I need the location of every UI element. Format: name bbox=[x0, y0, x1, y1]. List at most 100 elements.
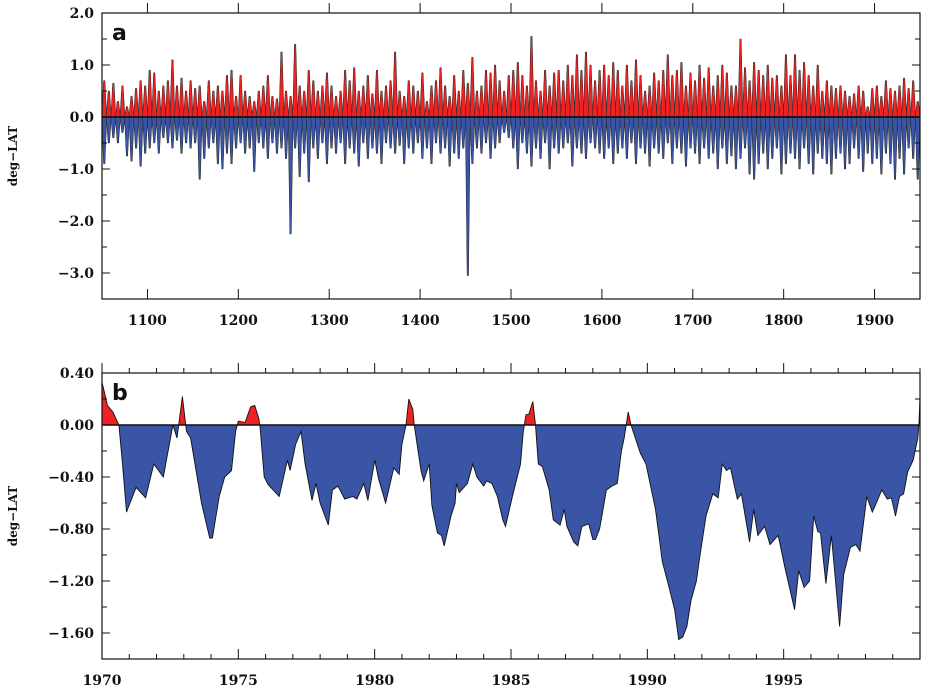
positive-bar bbox=[601, 64, 607, 118]
positive-bar bbox=[378, 90, 385, 118]
positive-bar bbox=[669, 75, 676, 118]
negative-bar bbox=[883, 116, 889, 154]
positive-bar bbox=[901, 77, 907, 118]
positive-bar bbox=[483, 69, 489, 118]
negative-bar bbox=[669, 116, 676, 165]
negative-bar bbox=[842, 116, 848, 170]
negative-bar bbox=[455, 116, 462, 159]
positive-bar bbox=[383, 85, 389, 118]
positive-bar bbox=[210, 90, 217, 118]
series-line bbox=[101, 381, 921, 641]
positive-bar bbox=[824, 80, 830, 118]
positive-bar bbox=[469, 56, 476, 118]
negative-bar bbox=[510, 116, 517, 149]
negative-bar bbox=[360, 116, 367, 144]
positive-bar bbox=[133, 88, 139, 118]
negative-bar bbox=[896, 116, 903, 159]
positive-bar bbox=[242, 90, 248, 118]
negative-bar bbox=[637, 116, 644, 149]
negative-bar bbox=[705, 116, 712, 159]
negative-bar bbox=[733, 116, 739, 170]
positive-bar bbox=[196, 85, 203, 118]
negative-bar bbox=[233, 116, 239, 149]
positive-bar bbox=[465, 82, 471, 118]
positive-bar bbox=[306, 69, 312, 118]
negative-bar bbox=[692, 116, 698, 154]
positive-bar bbox=[528, 36, 535, 118]
positive-bar bbox=[446, 95, 453, 118]
positive-bar bbox=[646, 85, 653, 118]
series-positive bbox=[101, 36, 921, 118]
positive-bar bbox=[655, 80, 662, 118]
negative-bar bbox=[519, 116, 526, 144]
negative-bar bbox=[110, 116, 117, 139]
negative-bar bbox=[787, 116, 794, 154]
negative-bar bbox=[119, 116, 126, 133]
positive-bar bbox=[310, 80, 317, 118]
negative-bar bbox=[196, 116, 203, 180]
negative-bar bbox=[206, 116, 212, 149]
positive-bar bbox=[569, 75, 576, 118]
positive-bar bbox=[360, 85, 367, 118]
negative-bar bbox=[396, 116, 403, 146]
positive-bar bbox=[860, 90, 866, 118]
negative-bar bbox=[228, 116, 235, 165]
positive-bar bbox=[887, 88, 894, 118]
positive-bar bbox=[128, 95, 135, 118]
negative-bar bbox=[156, 116, 162, 154]
x-tick-label: 1900 bbox=[855, 313, 894, 329]
negative-bar bbox=[283, 116, 289, 159]
positive-bar bbox=[751, 62, 757, 118]
negative-bar bbox=[615, 116, 621, 154]
panel-b: 0.40 0.00 −0.40 −0.80 −1.20 −1.60 1970 1975 1980… bbox=[6, 363, 921, 689]
positive-bar bbox=[674, 69, 680, 118]
negative-bar bbox=[901, 116, 907, 175]
negative-bar bbox=[778, 116, 785, 175]
positive-bar bbox=[583, 51, 589, 118]
x-tick-label: 1800 bbox=[764, 313, 803, 329]
negative-bar bbox=[419, 116, 426, 159]
positive-bar bbox=[705, 67, 712, 118]
negative-bar bbox=[910, 116, 916, 159]
positive-bar bbox=[405, 80, 412, 118]
negative-bar bbox=[437, 116, 444, 154]
positive-bar bbox=[687, 72, 694, 118]
positive-bar bbox=[665, 54, 671, 118]
positive-bar bbox=[769, 77, 776, 118]
x-tick-label: 1975 bbox=[219, 673, 258, 689]
panel-label: b bbox=[112, 381, 128, 406]
negative-bar bbox=[451, 116, 457, 154]
positive-bar bbox=[574, 54, 580, 118]
negative-bar bbox=[642, 116, 648, 154]
negative-bar bbox=[410, 116, 417, 154]
positive-bar bbox=[324, 72, 330, 118]
plot-frame bbox=[101, 12, 921, 300]
positive-bar bbox=[683, 85, 689, 118]
negative-bar bbox=[306, 116, 312, 183]
positive-bar bbox=[814, 64, 821, 118]
positive-bar bbox=[496, 80, 503, 118]
negative-bar bbox=[678, 116, 685, 154]
negative-bar bbox=[192, 116, 198, 144]
positive-bar bbox=[187, 80, 194, 118]
positive-bar bbox=[864, 106, 871, 118]
positive-bar bbox=[605, 75, 612, 118]
negative-bar bbox=[505, 116, 512, 139]
positive-bar bbox=[578, 69, 585, 118]
negative-bar bbox=[287, 116, 294, 235]
x-tick-label: 1980 bbox=[355, 673, 394, 689]
positive-bar bbox=[633, 59, 639, 118]
positive-bar bbox=[269, 95, 276, 118]
positive-area bbox=[102, 382, 920, 425]
y-axis-label: deg−LAT bbox=[6, 486, 20, 547]
negative-bar bbox=[719, 116, 726, 149]
positive-bar bbox=[219, 90, 226, 118]
negative-bar bbox=[619, 116, 626, 149]
negative-bar bbox=[496, 116, 503, 144]
positive-bar bbox=[478, 85, 485, 118]
negative-bar bbox=[356, 116, 362, 167]
y-tick-label: −3.0 bbox=[58, 266, 94, 282]
positive-bar bbox=[428, 85, 435, 118]
negative-bar bbox=[860, 116, 866, 172]
